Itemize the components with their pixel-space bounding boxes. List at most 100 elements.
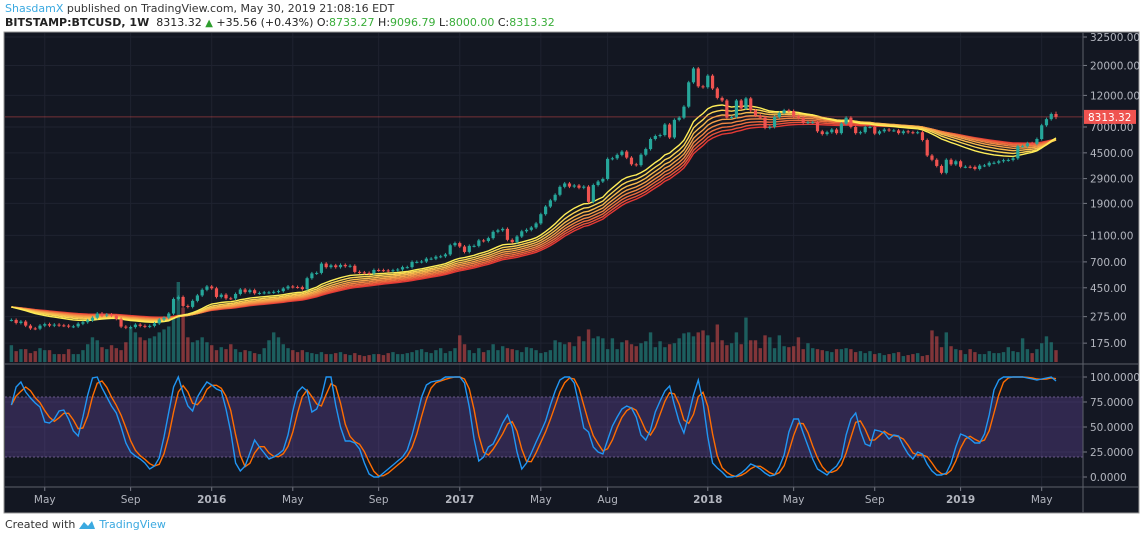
candle <box>834 129 839 134</box>
candle <box>710 75 715 89</box>
footer: Created with TradingView <box>5 518 166 531</box>
price-tick-label: 32500.00 <box>1090 32 1140 44</box>
volume-bar <box>677 338 681 362</box>
volume-bar <box>114 348 119 362</box>
volume-bar <box>195 340 200 362</box>
volume-bar <box>348 355 352 362</box>
volume-bar <box>901 356 906 362</box>
volume-bar <box>1011 351 1015 362</box>
candle <box>14 319 18 323</box>
volume-bar <box>753 340 758 362</box>
volume-bar <box>1054 350 1058 362</box>
candle <box>515 236 519 243</box>
candle <box>357 271 362 273</box>
candle <box>1016 146 1020 159</box>
volume-bar <box>124 342 128 362</box>
candle <box>109 314 114 316</box>
candle <box>911 132 915 134</box>
candle <box>586 186 591 202</box>
candle <box>744 98 748 109</box>
tradingview-brand-link[interactable]: TradingView <box>99 518 166 531</box>
volume-bar <box>181 307 185 362</box>
candle <box>86 320 90 323</box>
volume-bar <box>105 349 109 362</box>
price-tick-label: 2900.00 <box>1090 174 1133 186</box>
candle <box>119 318 123 327</box>
candle <box>482 240 486 242</box>
candle <box>567 183 572 187</box>
volume-bar <box>949 346 953 362</box>
candle <box>419 261 424 263</box>
candle <box>558 186 562 195</box>
volume-bar <box>33 351 37 362</box>
volume-bar <box>52 354 56 362</box>
volume-bar <box>715 324 720 362</box>
candle <box>305 278 309 290</box>
volume-bar <box>610 338 615 362</box>
volume-bar <box>314 354 319 362</box>
volume-bar <box>372 354 376 362</box>
grid-lines <box>5 33 1083 487</box>
volume-bar <box>1035 349 1039 362</box>
candle <box>1021 146 1025 148</box>
candle <box>200 289 204 296</box>
candle <box>935 159 939 166</box>
candle <box>954 161 958 165</box>
candle <box>968 166 972 168</box>
volume-bar <box>520 352 524 362</box>
price-tick-label: 20000.00 <box>1090 60 1140 72</box>
time-tick-label: 2017 <box>445 494 474 506</box>
candle <box>939 165 944 173</box>
candle <box>854 126 858 134</box>
volume-bar <box>658 341 662 362</box>
volume-bar <box>486 350 491 362</box>
volume-bar <box>267 340 271 362</box>
volume-bar <box>176 282 181 362</box>
time-tick-label: 2019 <box>946 494 975 506</box>
volume-bar <box>720 340 724 362</box>
published-text: published on TradingView.com, May 30, 20… <box>66 2 395 15</box>
volume-bar <box>634 346 638 362</box>
volume-bar <box>553 340 557 362</box>
candle <box>124 326 128 328</box>
volume-bar <box>868 351 872 362</box>
candle <box>811 122 815 124</box>
volume-bar <box>839 349 844 362</box>
volume-bar <box>462 344 467 362</box>
candle <box>634 164 638 166</box>
author-link[interactable]: ShasdamX <box>5 2 64 15</box>
candle <box>95 313 99 318</box>
candle <box>424 258 428 262</box>
price-tick-label: 275.00 <box>1090 312 1127 324</box>
candle <box>310 273 314 279</box>
volume-bar <box>591 338 596 362</box>
candle <box>324 263 328 268</box>
price-tick-label: 1900.00 <box>1090 198 1133 210</box>
candle <box>105 314 109 316</box>
volume-bar <box>954 349 958 362</box>
volume-bar <box>524 347 529 362</box>
candle <box>9 319 13 321</box>
candle <box>71 326 75 328</box>
stoch-tick-label: 0.0000 <box>1090 472 1127 484</box>
volume-bar <box>119 350 123 362</box>
volume-bar <box>143 340 147 362</box>
candle <box>887 129 891 131</box>
volume-bar <box>915 353 920 362</box>
candle <box>62 325 66 327</box>
volume-bar <box>577 336 581 362</box>
candle <box>997 161 1001 163</box>
volume-bar <box>419 349 424 362</box>
candle <box>33 328 37 330</box>
stoch-tick-label: 75.0000 <box>1090 397 1133 409</box>
candle <box>978 165 982 169</box>
volume-bar <box>386 353 390 362</box>
candle <box>601 179 605 182</box>
candle <box>830 129 834 133</box>
candle <box>844 117 848 124</box>
volume-bar <box>968 349 972 362</box>
volume-bar <box>343 354 347 362</box>
volume-bar <box>725 345 729 362</box>
volume-bar <box>429 353 433 362</box>
